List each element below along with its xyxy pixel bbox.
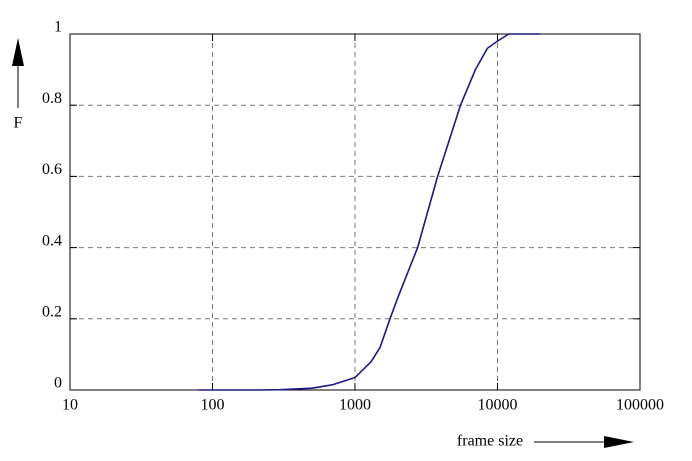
y-tick-label: 0	[54, 375, 62, 392]
plot-frame	[69, 33, 641, 391]
y-axis-arrow-head	[12, 38, 24, 66]
y-tick-label: 0.8	[42, 90, 62, 107]
cdf-line	[198, 33, 541, 391]
x-tick-label: 10000	[478, 397, 518, 414]
x-tick-label: 100	[201, 397, 225, 414]
x-tick-label: 10	[62, 397, 78, 414]
x-tick-label: 100000	[616, 397, 664, 414]
x-axis-arrow-head	[604, 436, 634, 448]
y-axis-label: F	[14, 115, 23, 132]
y-tick-label: 1	[54, 19, 62, 36]
y-tick-label: 0.2	[42, 303, 62, 320]
x-tick-label: 1000	[339, 397, 371, 414]
y-tick-label: 0.6	[42, 161, 62, 178]
y-tick-label: 0.4	[42, 232, 62, 249]
x-axis-label: frame size	[457, 433, 523, 450]
